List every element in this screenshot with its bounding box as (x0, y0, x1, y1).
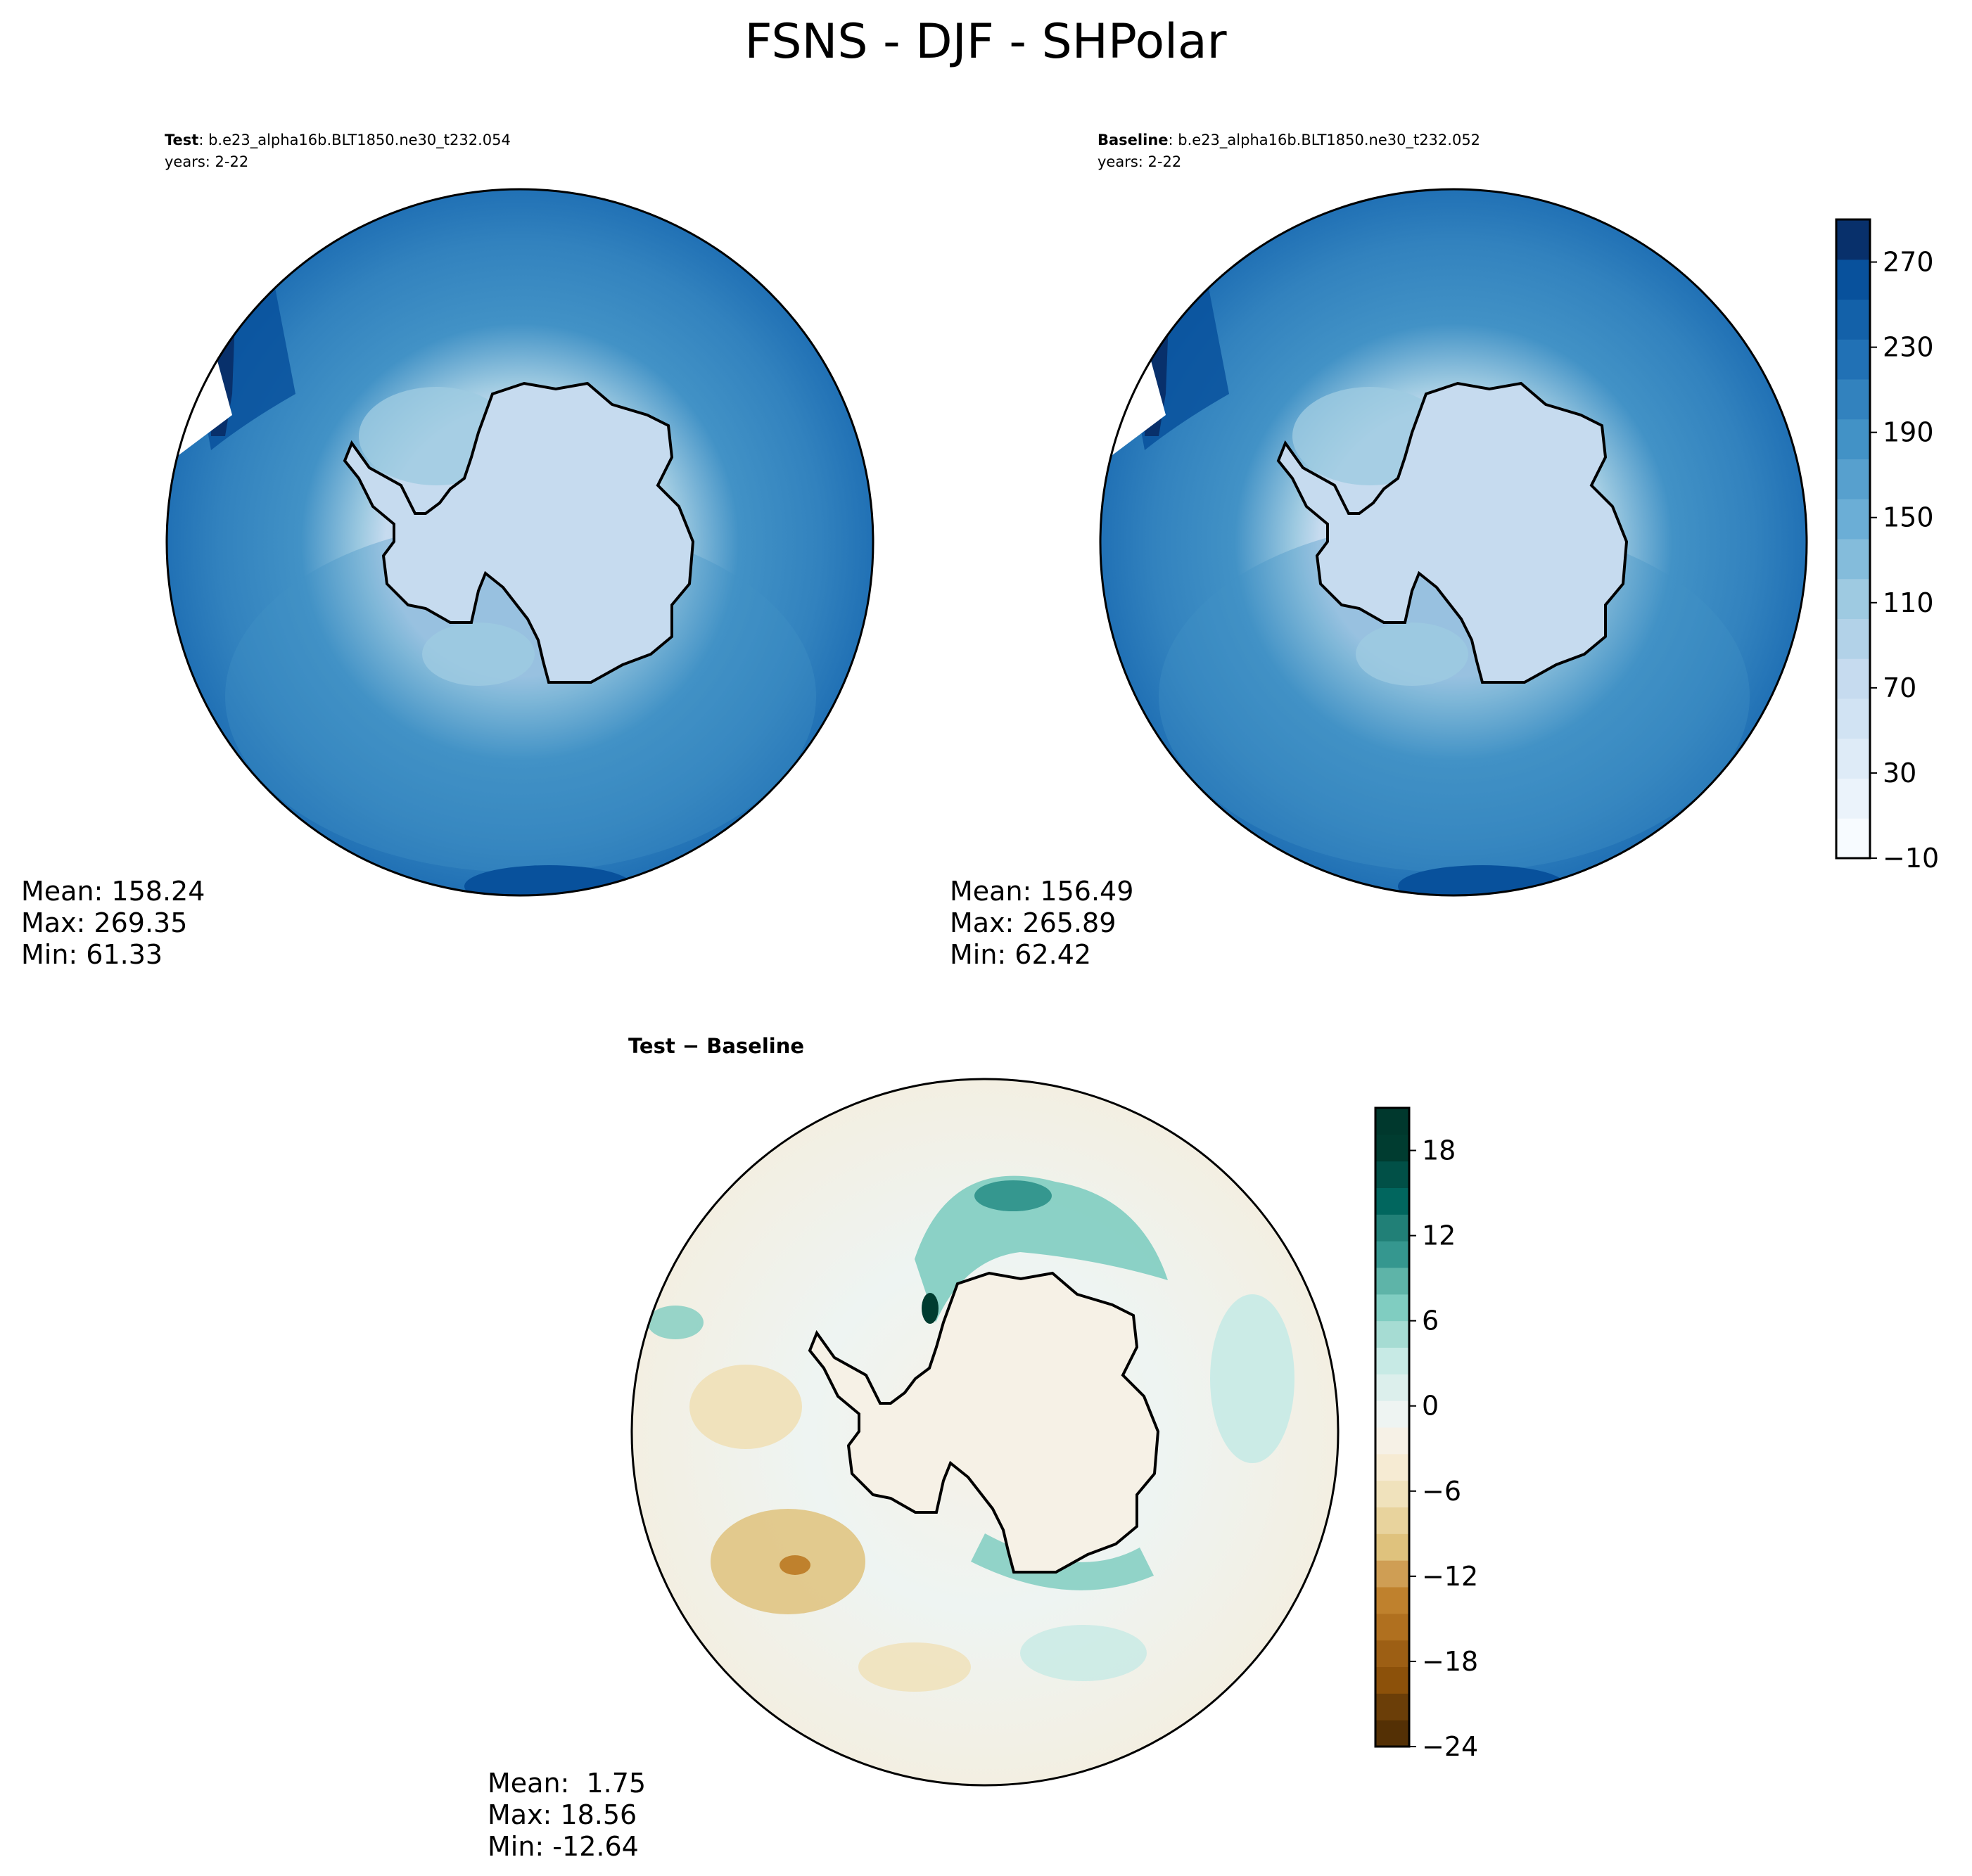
colorbar-main-tick-label: 70 (1883, 672, 1916, 703)
colorbar-diff-cell (1375, 1693, 1409, 1721)
map-test-border (165, 188, 874, 897)
colorbar-main-cell (1836, 658, 1870, 699)
colorbar-diff-tick-label: −24 (1422, 1731, 1478, 1762)
colorbar-main-cell (1836, 539, 1870, 580)
panel-diff: Test − Baseline Mean: 1.75 Max: 18.56 Mi… (488, 1034, 1340, 1862)
colorbar-main-tick-label: 270 (1883, 247, 1934, 278)
colorbar-main-cell (1836, 618, 1870, 659)
colorbar-diff-cell (1375, 1400, 1409, 1428)
colorbar-diff-cell (1375, 1268, 1409, 1295)
colorbar-main-cell (1836, 698, 1870, 739)
colorbar-main-cell (1836, 499, 1870, 540)
colorbar-diff-cell (1375, 1640, 1409, 1667)
colorbar-main-cell (1836, 738, 1870, 779)
colorbar-diff-tick-label: −6 (1422, 1476, 1461, 1507)
stat-baseline-mean: Mean: 156.49 (950, 876, 1133, 907)
colorbar-diff-cell (1375, 1560, 1409, 1588)
figure-title: FSNS - DJF - SHPolar (744, 14, 1226, 70)
colorbar-diff-cell (1375, 1427, 1409, 1455)
colorbar-main-cell (1836, 379, 1870, 420)
colorbar-diff-tick-label: −12 (1422, 1561, 1478, 1592)
map-diff (632, 1079, 1338, 1785)
panel-test-stats: Mean: 158.24 Max: 269.35 Min: 61.33 (21, 876, 205, 970)
colorbar-diff-cell (1375, 1613, 1409, 1641)
panel-baseline-title: Baseline: b.e23_alpha16b.BLT1850.ne30_t2… (1098, 132, 1480, 149)
colorbar-main: −10 30 70 110 150 190 230 270 (1835, 218, 1939, 874)
panel-test: Test: b.e23_alpha16b.BLT1850.ne30_t232.0… (21, 132, 874, 970)
colorbar-diff-cell (1375, 1187, 1409, 1215)
antarctica-test (343, 381, 695, 684)
colorbar-diff-frame (1374, 1106, 1411, 1748)
stat-diff-min: Min: -12.64 (488, 1831, 639, 1862)
colorbar-diff-tick-label: −18 (1422, 1646, 1478, 1677)
colorbar-main-cell (1836, 219, 1870, 260)
stat-test-max: Max: 269.35 (21, 907, 187, 938)
colorbar-diff-cell (1375, 1241, 1409, 1268)
colorbar-main-cell (1836, 419, 1870, 459)
colorbar-main-ticks: −10 30 70 110 150 190 230 270 (1870, 247, 1939, 874)
colorbar-diff-cell (1375, 1453, 1409, 1481)
colorbar-diff-cell (1375, 1134, 1409, 1162)
colorbar-diff-tick-label: 12 (1422, 1220, 1456, 1251)
colorbar-diff-cell (1375, 1533, 1409, 1561)
colorbar-main-tick-label: −10 (1883, 843, 1939, 874)
colorbar-main-cell (1836, 818, 1870, 859)
stat-baseline-min: Min: 62.42 (950, 939, 1091, 970)
map-diff-border (630, 1078, 1340, 1787)
panel-diff-title: Test − Baseline (628, 1034, 804, 1058)
colorbar-diff-cell (1375, 1161, 1409, 1188)
colorbar-diff-ticks: −24 −18 −12 −6 0 6 12 18 (1409, 1135, 1478, 1762)
colorbar-diff-cell (1375, 1374, 1409, 1401)
colorbar-main-cell (1836, 778, 1870, 819)
colorbar-main-tick-label: 150 (1883, 502, 1934, 533)
stat-diff-mean: Mean: 1.75 (488, 1768, 646, 1799)
panel-baseline-title-rest: : b.e23_alpha16b.BLT1850.ne30_t232.052 (1169, 132, 1481, 149)
panel-diff-stats: Mean: 1.75 Max: 18.56 Min: -12.64 (488, 1768, 646, 1862)
colorbar-main-cell (1836, 578, 1870, 619)
colorbar-main-cell (1836, 259, 1870, 300)
colorbar-diff-cell (1375, 1666, 1409, 1694)
colorbar-diff: −24 −18 −12 −6 0 6 12 18 (1374, 1106, 1478, 1762)
antarctica-diff (808, 1271, 1160, 1574)
panel-baseline-title-bold: Baseline (1098, 132, 1169, 148)
colorbar-diff-cell (1375, 1480, 1409, 1507)
colorbar-main-tick-label: 230 (1883, 332, 1934, 363)
colorbar-main-cell (1836, 299, 1870, 340)
panel-test-title: Test: b.e23_alpha16b.BLT1850.ne30_t232.0… (165, 132, 511, 149)
colorbar-diff-cell (1375, 1108, 1409, 1135)
colorbar-diff-tick-label: 18 (1422, 1135, 1456, 1166)
colorbar-diff-tick-label: 0 (1422, 1391, 1439, 1422)
colorbar-main-cell (1836, 339, 1870, 380)
map-baseline-border (1099, 188, 1808, 897)
panel-baseline-subtitle: years: 2-22 (1098, 153, 1181, 170)
colorbar-diff-cell (1375, 1720, 1409, 1747)
colorbar-diff-tick-label: 6 (1422, 1306, 1439, 1336)
map-test (167, 189, 873, 895)
colorbar-main-frame (1835, 218, 1871, 860)
colorbar-main-tick-label: 30 (1883, 758, 1916, 789)
colorbar-main-tick-label: 190 (1883, 417, 1934, 448)
stat-test-min: Min: 61.33 (21, 939, 163, 970)
colorbar-main-tick-label: 110 (1883, 587, 1934, 618)
antarctica-baseline (1276, 381, 1629, 684)
stat-test-mean: Mean: 158.24 (21, 876, 205, 907)
colorbar-diff-cell (1375, 1294, 1409, 1322)
panel-test-title-rest: : b.e23_alpha16b.BLT1850.ne30_t232.054 (198, 132, 511, 149)
colorbar-diff-cell (1375, 1347, 1409, 1374)
stat-diff-max: Max: 18.56 (488, 1799, 637, 1830)
colorbar-diff-cell (1375, 1214, 1409, 1242)
colorbar-main-cells (1836, 219, 1870, 859)
panel-test-title-bold: Test (165, 132, 198, 148)
colorbar-diff-cells (1375, 1108, 1409, 1747)
panel-baseline: Baseline: b.e23_alpha16b.BLT1850.ne30_t2… (950, 132, 1808, 970)
panel-test-subtitle: years: 2-22 (165, 153, 248, 170)
colorbar-diff-cell (1375, 1507, 1409, 1534)
colorbar-main-cell (1836, 459, 1870, 499)
map-baseline (1100, 189, 1807, 895)
panel-baseline-stats: Mean: 156.49 Max: 265.89 Min: 62.42 (950, 876, 1133, 970)
colorbar-diff-cell (1375, 1587, 1409, 1614)
colorbar-diff-cell (1375, 1320, 1409, 1348)
stat-baseline-max: Max: 265.89 (950, 907, 1116, 938)
